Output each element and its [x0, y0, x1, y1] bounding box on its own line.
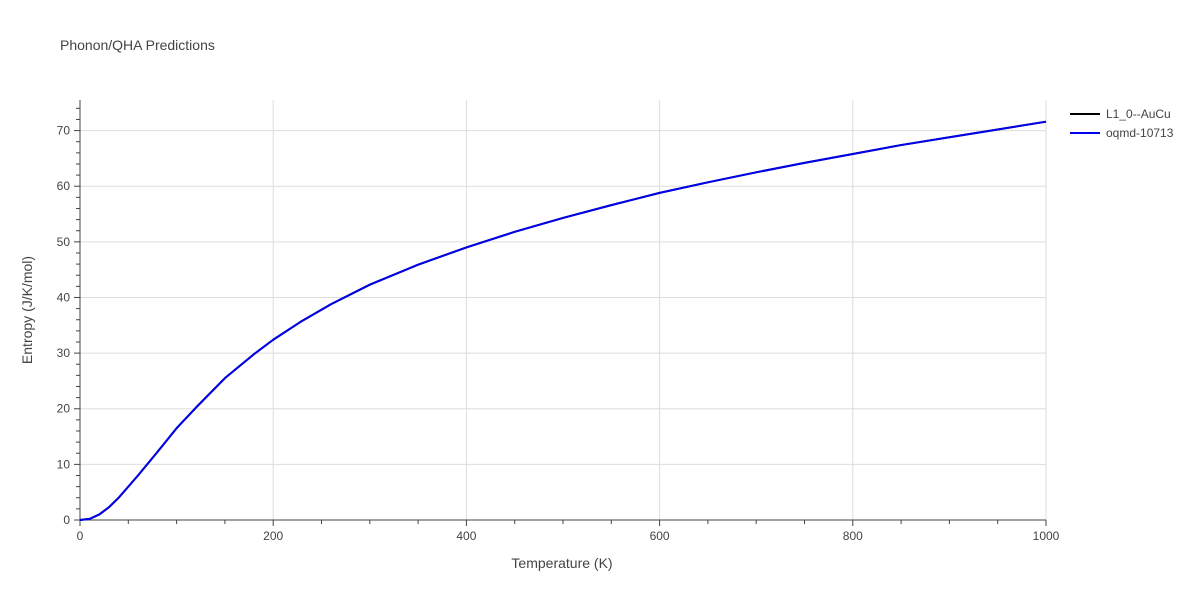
y-tick-label: 30	[57, 346, 71, 360]
series-line-2	[79, 120, 1047, 521]
y-tick-label: 60	[57, 179, 71, 193]
series-line-1	[79, 120, 1047, 521]
x-tick-label: 400	[456, 529, 476, 543]
y-tick-label: 0	[63, 513, 70, 527]
legend[interactable]: L1_0--AuCu oqmd-10713	[1070, 107, 1174, 140]
y-axis-title: Entropy (J/K/mol)	[19, 256, 35, 364]
legend-item-2[interactable]: oqmd-10713	[1070, 126, 1174, 140]
legend-label: oqmd-10713	[1106, 126, 1174, 140]
y-tick-label: 20	[57, 402, 71, 416]
y-tick-label: 70	[57, 124, 71, 138]
axes: 0 200 400 600 800 1000 0 10 20 30 40 50 60 70	[57, 100, 1060, 543]
chart-title: Phonon/QHA Predictions	[60, 37, 215, 53]
y-tick-label: 40	[57, 290, 71, 304]
y-tick-label: 10	[57, 457, 71, 471]
x-tick-label: 200	[263, 529, 283, 543]
x-tick-label: 0	[77, 529, 84, 543]
grid-lines	[80, 100, 1047, 520]
series-layer	[79, 120, 1047, 521]
legend-label: L1_0--AuCu	[1106, 107, 1171, 121]
x-axis-title: Temperature (K)	[511, 555, 612, 571]
x-tick-label: 1000	[1033, 529, 1060, 543]
legend-item-1[interactable]: L1_0--AuCu	[1070, 107, 1171, 121]
x-tick-label: 800	[843, 529, 863, 543]
x-tick-label: 600	[650, 529, 670, 543]
y-tick-label: 50	[57, 235, 71, 249]
